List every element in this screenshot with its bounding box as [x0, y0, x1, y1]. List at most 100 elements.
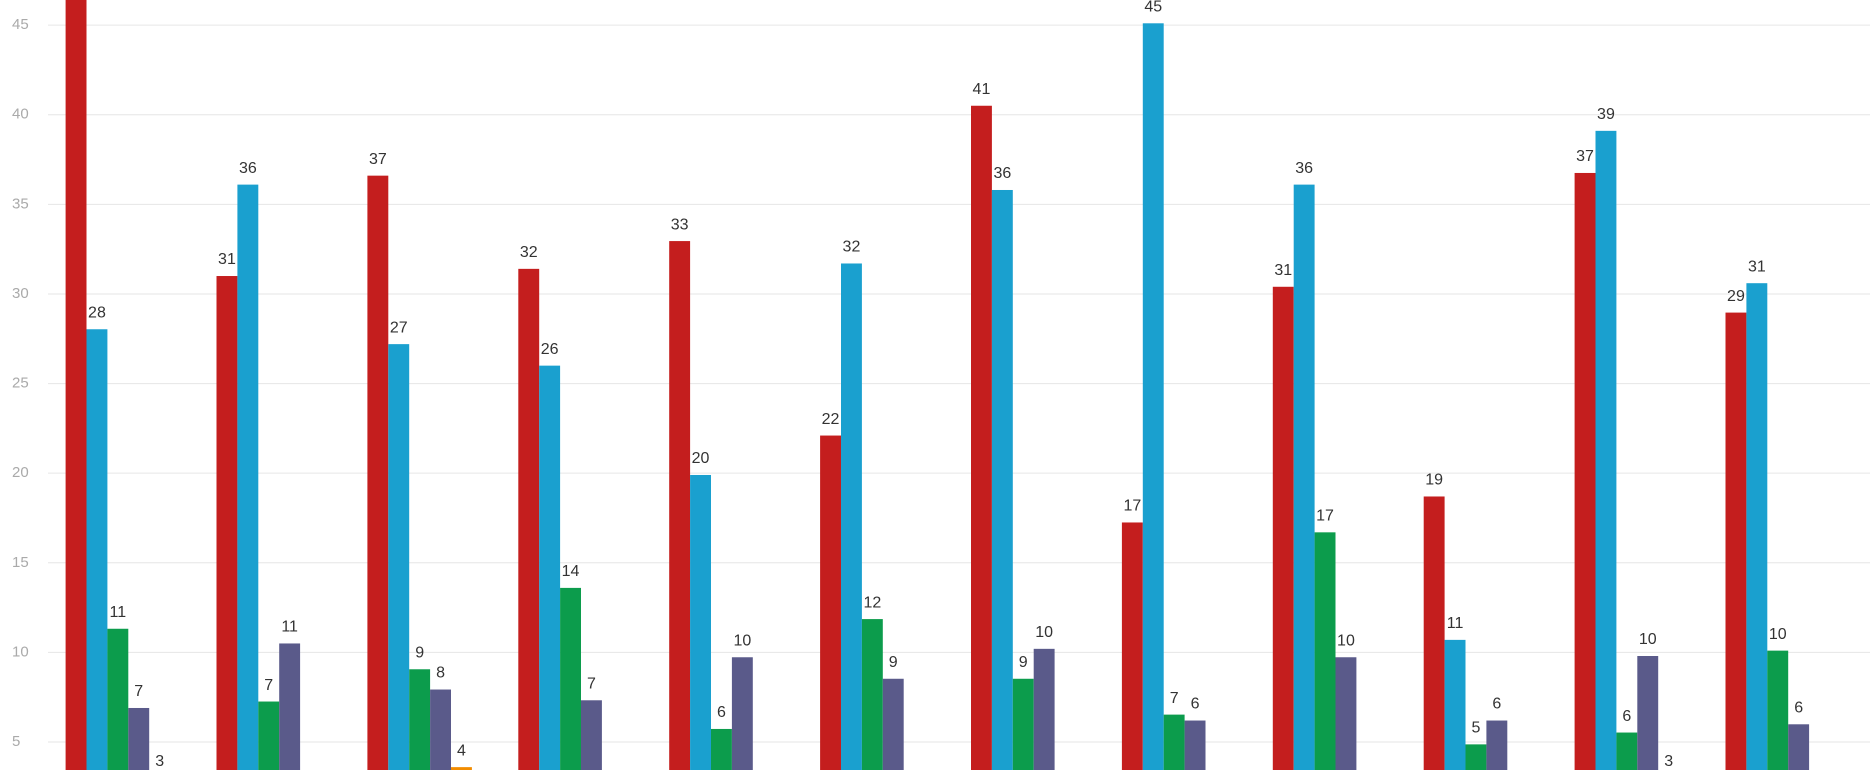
bar	[1465, 744, 1487, 770]
data-label: 9	[889, 654, 898, 671]
bar	[518, 268, 540, 770]
bar	[1637, 656, 1659, 770]
bar	[86, 329, 108, 770]
bar	[1293, 184, 1315, 770]
data-label: 11	[110, 604, 127, 621]
data-label: 6	[717, 704, 726, 721]
data-label: 3	[1664, 753, 1673, 770]
bar	[1616, 732, 1638, 770]
bar	[409, 669, 431, 770]
bar	[279, 643, 301, 770]
bar	[1033, 648, 1055, 770]
data-label: 26	[541, 341, 559, 358]
bar	[1272, 286, 1294, 770]
y-tick-label: 30	[12, 285, 29, 302]
data-label: 10	[1769, 626, 1787, 643]
data-label: 12	[863, 594, 881, 611]
y-tick-label: 25	[12, 375, 29, 392]
data-label: 22	[822, 411, 840, 428]
data-label: 7	[1170, 690, 1179, 707]
data-label: 17	[1316, 508, 1334, 525]
data-label: 8	[436, 665, 445, 682]
bar	[128, 707, 150, 770]
bar	[107, 628, 129, 770]
bar	[841, 263, 862, 770]
data-label: 37	[1576, 148, 1594, 165]
bar	[861, 619, 883, 770]
bar	[367, 175, 389, 770]
data-label: 36	[993, 165, 1011, 182]
y-tick-label: 20	[12, 464, 29, 481]
bar	[560, 587, 581, 770]
bar	[65, 0, 87, 770]
data-label: 7	[587, 675, 596, 692]
data-label: 4	[457, 742, 466, 759]
y-tick-label: 45	[12, 16, 29, 33]
data-label: 3	[155, 753, 164, 770]
bar	[1574, 172, 1596, 770]
data-label: 6	[1622, 708, 1631, 725]
data-label: 14	[562, 563, 580, 580]
data-label: 28	[88, 304, 106, 321]
data-label: 10	[1035, 624, 1053, 641]
data-label: 5	[1471, 720, 1480, 737]
data-label: 37	[369, 151, 387, 168]
bar	[1595, 130, 1617, 770]
data-label: 11	[281, 619, 298, 636]
bar	[669, 241, 691, 770]
data-label: 6	[1794, 700, 1803, 717]
data-label: 36	[239, 160, 257, 177]
bar	[1121, 522, 1143, 770]
data-label: 11	[1447, 615, 1464, 632]
data-label: 10	[1639, 631, 1657, 648]
data-label: 31	[1748, 258, 1766, 275]
data-label: 10	[1337, 632, 1355, 649]
data-label: 7	[134, 683, 143, 700]
y-tick-label: 15	[12, 554, 29, 571]
data-label: 32	[843, 239, 861, 256]
data-label: 17	[1123, 498, 1141, 515]
y-tick-label: 10	[12, 643, 29, 660]
bar	[430, 689, 451, 770]
bar	[820, 435, 841, 770]
bar	[216, 276, 238, 770]
data-label: 41	[973, 81, 991, 98]
bar	[1746, 283, 1768, 770]
bar	[1767, 650, 1789, 770]
data-label: 45	[1144, 0, 1162, 16]
data-label: 31	[1274, 262, 1292, 279]
bar	[1163, 714, 1185, 770]
data-label: 9	[415, 644, 424, 661]
bar	[1444, 639, 1466, 770]
bar	[237, 184, 259, 770]
bar	[991, 189, 1013, 770]
data-label: 19	[1425, 472, 1443, 489]
data-label: 10	[733, 632, 751, 649]
bar	[971, 105, 992, 770]
bar	[711, 728, 732, 770]
bar	[258, 701, 280, 770]
data-label: 20	[692, 450, 710, 467]
data-label: 27	[390, 319, 408, 336]
data-label: 36	[1295, 160, 1313, 177]
bar	[1335, 657, 1357, 770]
bar	[1314, 532, 1336, 770]
data-label: 6	[1191, 696, 1200, 713]
y-tick-label: 35	[12, 195, 29, 212]
data-label: 39	[1597, 106, 1615, 123]
bar	[1012, 678, 1034, 770]
data-label: 32	[520, 244, 538, 261]
data-label: 33	[671, 216, 689, 233]
bar	[690, 474, 711, 770]
bar	[539, 365, 561, 770]
bar	[1788, 724, 1810, 770]
bar	[1725, 312, 1747, 770]
data-label: 6	[1492, 696, 1501, 713]
y-tick-label: 40	[12, 106, 29, 123]
bar	[1184, 720, 1206, 770]
data-label: 7	[264, 677, 273, 694]
bar	[731, 657, 753, 770]
bar	[1486, 720, 1508, 770]
bar	[1423, 496, 1445, 770]
